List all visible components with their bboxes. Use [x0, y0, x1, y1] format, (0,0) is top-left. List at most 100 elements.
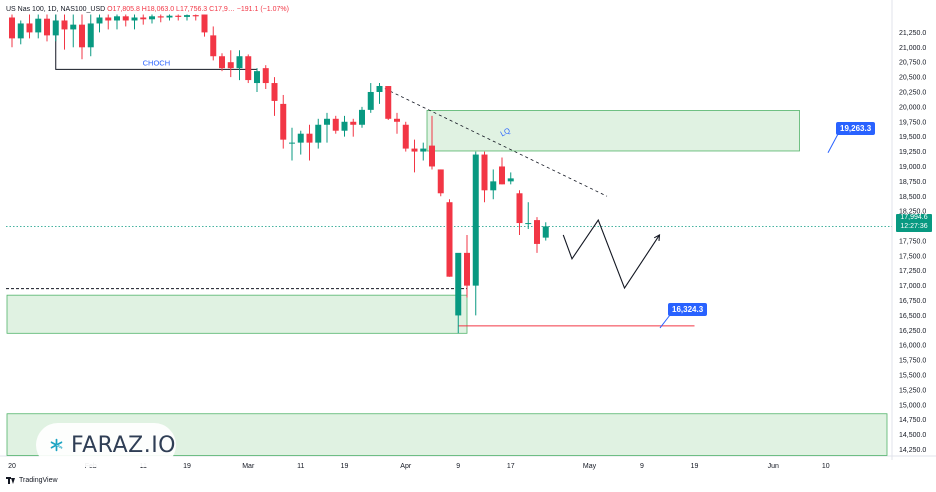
chart-header: US Nas 100, 1D, NAS100_USD O17,805.8 H18… — [6, 6, 289, 13]
candle-body — [542, 226, 549, 238]
candle-down — [516, 190, 523, 235]
candle-up — [359, 106, 365, 128]
price-tick-label: 16,500.0 — [899, 313, 926, 320]
current-price-value: 17,994.6 — [900, 214, 928, 221]
zones-layer — [6, 110, 888, 456]
ohlc-readout: O17,805.8 H18,063.0 L17,756.3 C17,9… −19… — [107, 6, 289, 13]
candle-up — [114, 14, 120, 30]
price-tick-label: 15,750.0 — [899, 358, 926, 365]
price-tick-label: 19,000.0 — [899, 164, 926, 171]
candle-body — [35, 18, 42, 33]
price-tick-label: 15,500.0 — [899, 373, 926, 380]
candle-body — [394, 118, 400, 122]
current-price-tag: 17,994.6 12:27:36 — [896, 214, 932, 232]
candle-body — [481, 154, 488, 191]
time-tick-label: 9 — [456, 463, 460, 470]
projection-path — [562, 218, 660, 290]
candle-up — [367, 83, 374, 113]
candle-body — [411, 148, 418, 152]
price-tick-label: 21,250.0 — [899, 30, 926, 37]
candle-body — [131, 17, 138, 21]
candle-body — [52, 20, 59, 36]
candle-body — [271, 83, 278, 101]
time-tick-label: 17 — [507, 463, 515, 470]
candle-body — [149, 16, 155, 20]
time-tick-label: Jun — [768, 463, 779, 470]
candle-body — [70, 24, 77, 30]
candle-up — [490, 169, 497, 200]
candle-up — [52, 14, 59, 42]
candle-body — [297, 133, 304, 143]
lq-label: LQ — [499, 126, 512, 139]
candle-down — [402, 121, 409, 152]
time-tick-label: 19 — [341, 463, 349, 470]
candle-down — [227, 50, 234, 78]
candle-down — [79, 14, 85, 60]
candle-up — [341, 115, 348, 137]
candle-down — [201, 14, 208, 37]
candle-up — [70, 14, 77, 48]
lower-target-pointer — [659, 314, 671, 329]
candle-body — [9, 17, 15, 39]
candle-body — [96, 17, 103, 24]
candle-down — [105, 14, 112, 30]
candle-down — [429, 115, 435, 170]
demand-zone — [6, 294, 468, 334]
candle-up — [149, 14, 155, 24]
time-tick-label: 9 — [640, 463, 644, 470]
candle-body — [490, 181, 497, 191]
upper-target-pointer — [827, 133, 839, 154]
price-tick-label: 20,250.0 — [899, 89, 926, 96]
price-tick-label: 19,500.0 — [899, 134, 926, 141]
candle-body — [192, 15, 199, 17]
watermark: FARAZ.IO — [36, 423, 176, 467]
candle-up — [166, 14, 173, 21]
candle-body — [472, 154, 479, 286]
candle-down — [306, 124, 313, 161]
candle-body — [341, 121, 348, 131]
candles-layer — [9, 14, 549, 334]
candle-up — [131, 14, 138, 30]
candle-up — [525, 202, 532, 230]
candle-down — [122, 14, 129, 27]
candle-body — [140, 17, 147, 20]
candle-body — [525, 223, 532, 225]
candle-up — [472, 151, 479, 316]
footer-brand[interactable]: TradingView — [19, 477, 58, 484]
candle-body — [254, 71, 260, 84]
candle-down — [175, 14, 182, 21]
price-tick-label: 17,250.0 — [899, 268, 926, 275]
candle-body — [105, 17, 112, 21]
time-tick-label: 11 — [297, 463, 304, 470]
candle-body — [402, 124, 409, 149]
candle-down — [446, 199, 453, 277]
candle-body — [26, 23, 33, 33]
candle-body — [219, 56, 225, 69]
candle-body — [429, 145, 435, 167]
candle-body — [446, 202, 453, 277]
candle-up — [455, 252, 462, 334]
price-tick-label: 18,250.0 — [899, 209, 926, 216]
candle-body — [289, 142, 295, 144]
candle-down — [271, 77, 278, 116]
price-tick-label: 14,750.0 — [899, 417, 926, 424]
price-tick-label: 15,250.0 — [899, 387, 926, 394]
symbol-title[interactable]: US Nas 100, 1D, NAS100_USD — [6, 6, 106, 13]
price-tick-label: 20,500.0 — [899, 75, 926, 82]
candle-body — [245, 56, 252, 81]
candle-body — [376, 86, 383, 92]
candle-down — [464, 234, 470, 298]
candle-body — [175, 15, 182, 17]
candle-body — [227, 62, 234, 69]
price-tick-label: 16,250.0 — [899, 328, 926, 335]
faraz-logo-icon — [50, 438, 63, 452]
price-tick-label: 15,000.0 — [899, 402, 926, 409]
downtrend-line — [379, 85, 608, 197]
price-tick-label: 17,750.0 — [899, 238, 926, 245]
supply-zone — [426, 110, 800, 152]
candle-body — [87, 23, 94, 48]
upper-target-tag: 19,263.3 — [836, 122, 876, 135]
price-tick-label: 14,250.0 — [899, 447, 926, 454]
candle-body — [332, 118, 339, 131]
